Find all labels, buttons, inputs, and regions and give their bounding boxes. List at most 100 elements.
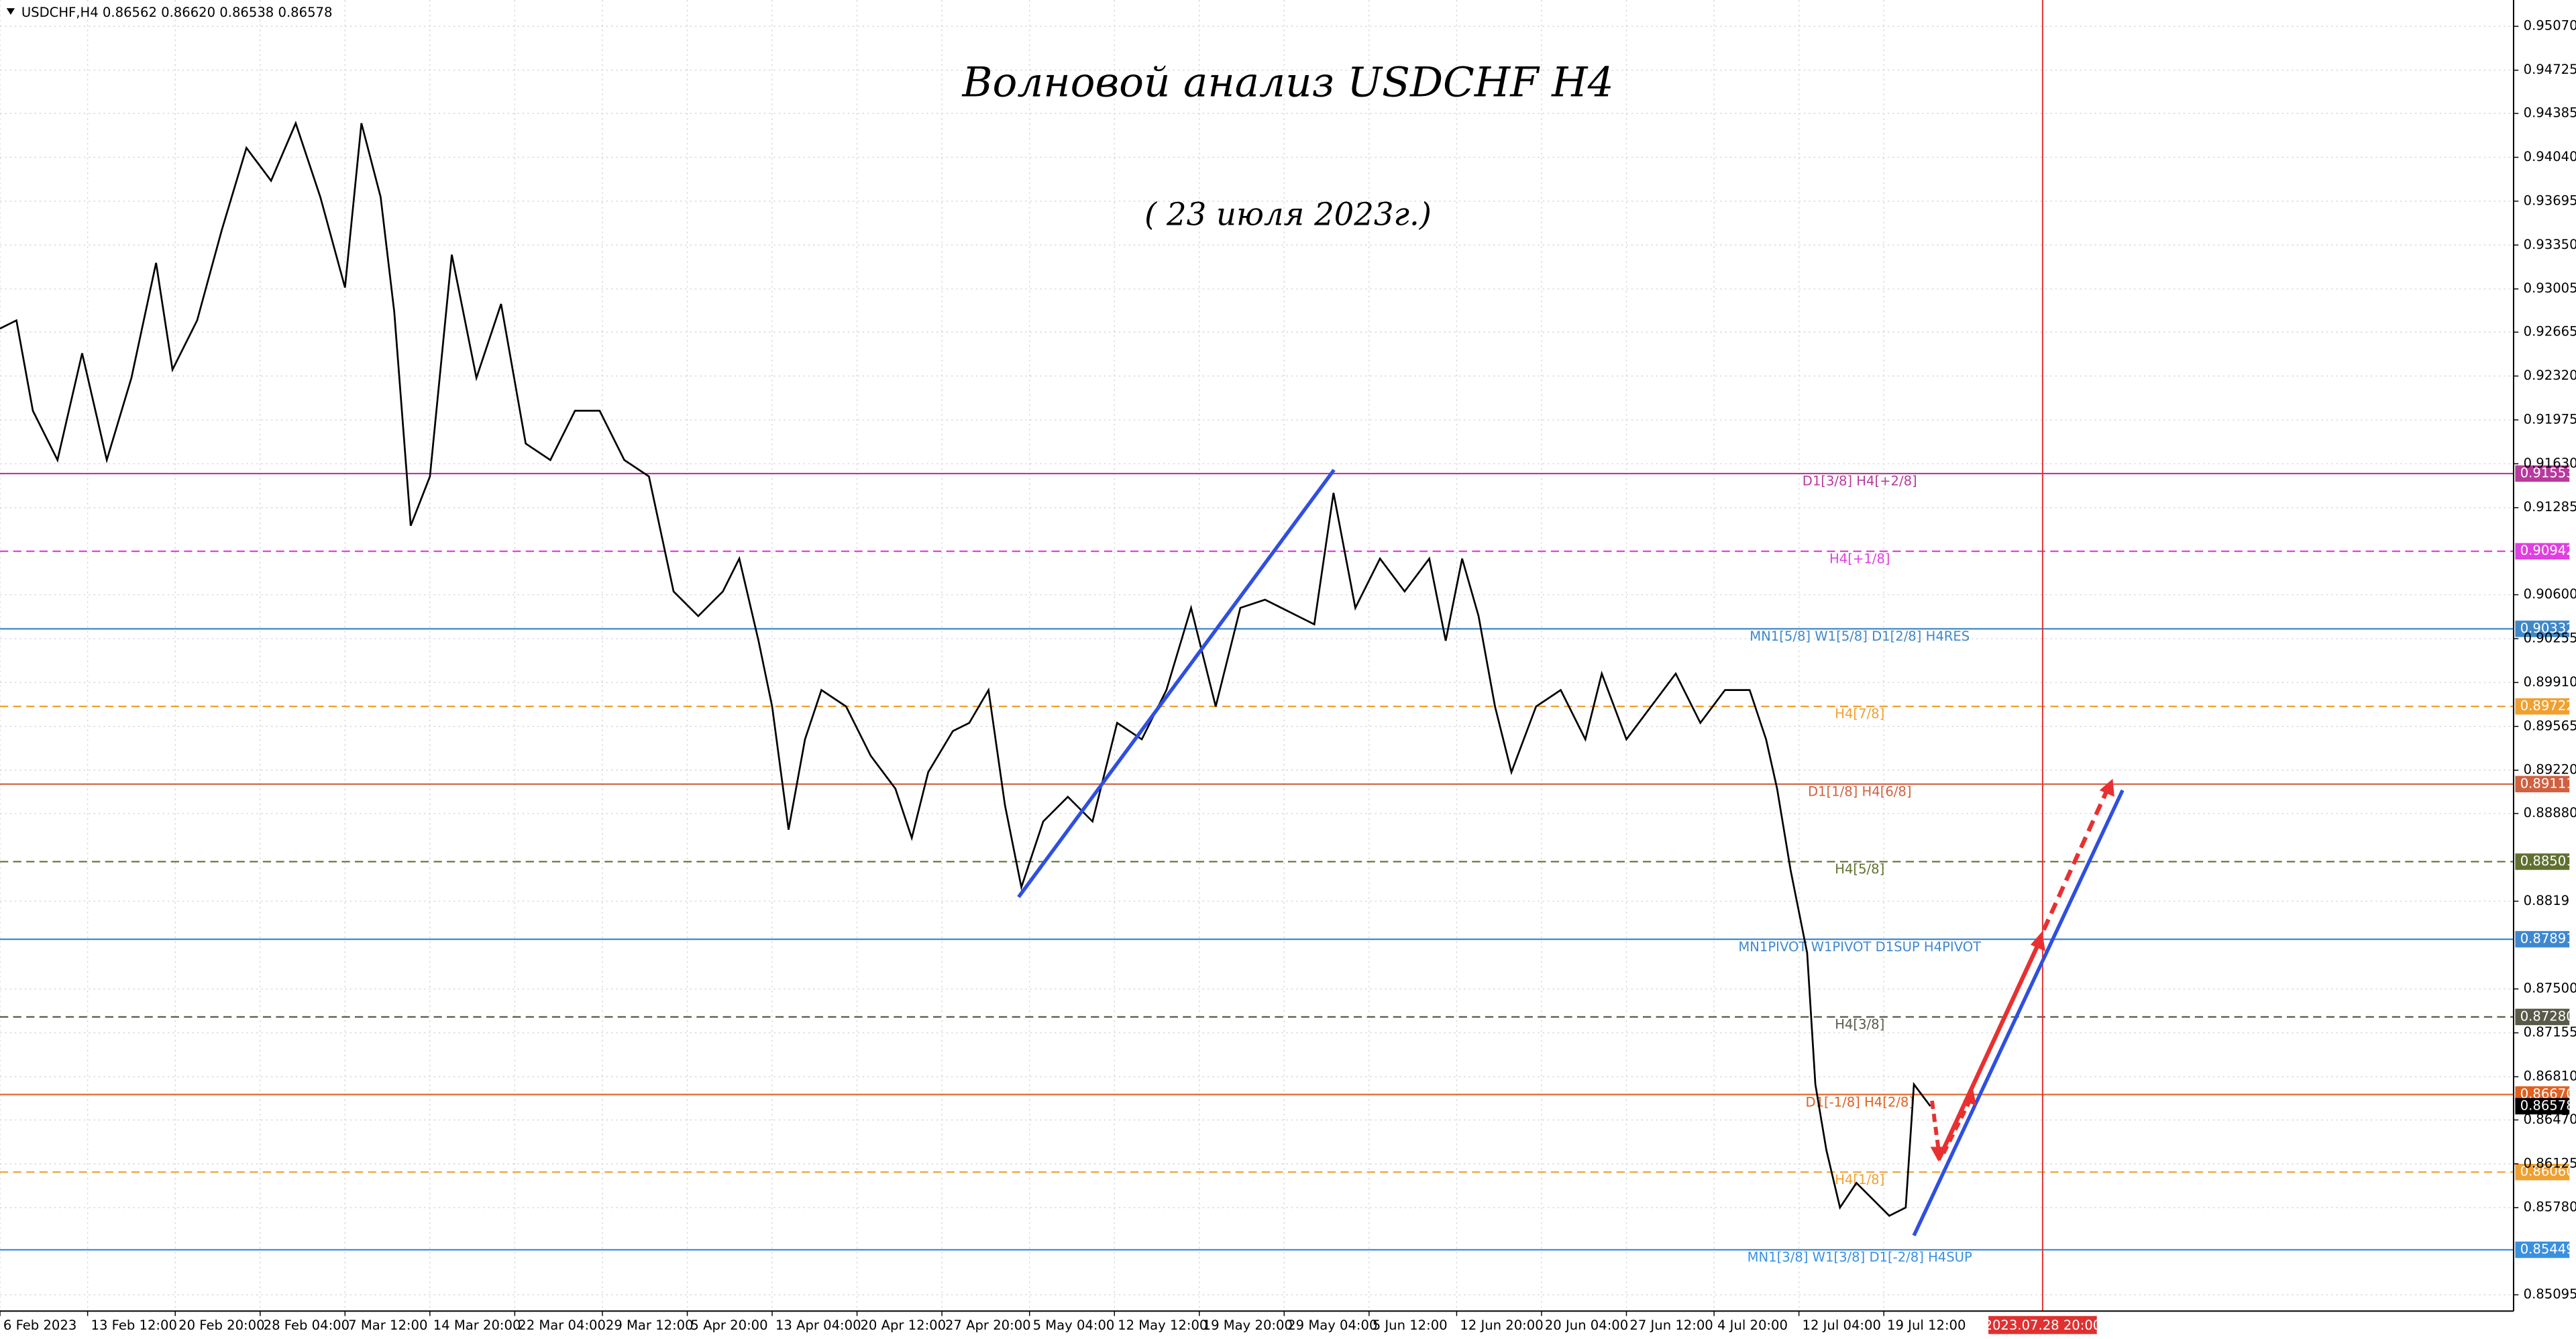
x-tick-label: 5 Apr 20:00 (690, 1318, 767, 1333)
price-tag (2515, 1097, 2570, 1115)
y-tick-label: 0.89565 (2524, 718, 2576, 733)
price-tag (2515, 1241, 2570, 1258)
price-tag-label: 0.86670 (2520, 1086, 2575, 1102)
x-tick-label: 4 Jul 20:00 (1717, 1318, 1788, 1333)
y-tick-label: 0.88880 (2524, 805, 2576, 820)
y-tick-label: 0.93695 (2524, 193, 2576, 208)
trendline (1017, 468, 1336, 898)
y-tick-label: 0.94040 (2524, 149, 2576, 164)
x-tick-label: 27 Apr 20:00 (945, 1318, 1031, 1333)
time-marker-label: 2023.07.28 20:00 (1984, 1318, 2102, 1333)
price-tag (2515, 1008, 2570, 1026)
price-tag (2515, 621, 2570, 637)
price-tag-label: 0.87891 (2520, 931, 2575, 947)
y-tick-label: 0.8819 (2524, 893, 2570, 908)
price-tag (2515, 543, 2570, 559)
y-tick-label: 0.93350 (2524, 237, 2576, 252)
y-tick-label: 0.87500 (2524, 981, 2576, 996)
price-tag-label: 0.89111 (2520, 775, 2575, 791)
y-tick-label: 0.91630 (2524, 456, 2576, 471)
y-tick-label: 0.85095 (2524, 1287, 2576, 1302)
y-tick-label: 0.93005 (2524, 280, 2576, 296)
level-label: MN1PIVOT W1PIVOT D1SUP H4PIVOT (1738, 939, 1982, 955)
y-tick-label: 0.89220 (2524, 762, 2576, 778)
levels: D1[3/8] H4[+2/8] H4[+1/8] MN1[5/8] W1[5/8]… (0, 472, 2514, 1265)
level-label: MN1[5/8] W1[5/8] D1[2/8] H4RES (1750, 629, 1970, 644)
level-label: H4[5/8] (1835, 861, 1884, 877)
x-tick-label: 12 Jun 20:00 (1460, 1318, 1543, 1333)
price-tag (2515, 465, 2570, 482)
price-tag (2515, 698, 2570, 715)
price-tag-label: 0.86060 (2520, 1164, 2575, 1179)
y-tick-label: 0.94385 (2524, 105, 2576, 121)
chart-subtitle: ( 23 июля 2023г.) (1144, 196, 1432, 232)
x-tick-label: 28 Feb 04:00 (264, 1318, 350, 1333)
price-line (0, 120, 1931, 1217)
level-label: D1[3/8] H4[+2/8] (1803, 474, 1917, 489)
x-tick-label: 20 Jun 04:00 (1545, 1318, 1628, 1333)
forecast-arrow (1930, 1100, 1941, 1150)
price-tag (2515, 775, 2570, 793)
y-tick-label: 0.92320 (2524, 368, 2576, 383)
price-tag (2515, 1163, 2570, 1181)
y-tick-label: 0.91285 (2524, 499, 2576, 515)
price-tag-label: 0.90942 (2520, 543, 2575, 558)
y-tick-label: 0.90600 (2524, 586, 2576, 602)
menu-arrow[interactable] (6, 8, 15, 15)
x-tick-label: 5 May 04:00 (1033, 1318, 1115, 1333)
forecast-arrow (1941, 1096, 1974, 1155)
price-tag-label: 0.88501 (2520, 853, 2575, 869)
trendline (1912, 789, 2125, 1236)
x-tick-label: 12 May 12:00 (1118, 1318, 1208, 1333)
y-tick-label: 0.85780 (2524, 1199, 2576, 1215)
x-tick-label: 6 Feb 2023 (3, 1318, 76, 1333)
arrow-head (2099, 778, 2114, 797)
x-tick-label: 14 Mar 20:00 (433, 1318, 521, 1333)
forecast-arrow (2041, 788, 2110, 931)
x-tick-label: 22 Mar 04:00 (518, 1318, 606, 1333)
price-tag-label: 0.89722 (2520, 698, 2575, 714)
level-label: MN1[3/8] W1[3/8] D1[-2/8] H4SUP (1748, 1250, 1972, 1265)
y-tick-label: 0.94725 (2524, 62, 2576, 77)
y-tick-label: 0.86810 (2524, 1069, 2576, 1084)
price-tag (2515, 853, 2570, 870)
x-tick-label: 20 Apr 12:00 (860, 1318, 946, 1333)
y-tick-label: 0.87155 (2524, 1024, 2576, 1040)
y-tick-label: 0.91975 (2524, 411, 2576, 427)
y-tick-label: 0.86470 (2524, 1112, 2576, 1127)
x-tick-label: 19 May 20:00 (1203, 1318, 1293, 1333)
level-label: H4[+1/8] (1829, 551, 1890, 566)
x-tick-label: 27 Jun 12:00 (1629, 1318, 1713, 1333)
x-tick-label: 29 Mar 12:00 (606, 1318, 694, 1333)
time-marker-tag (1988, 1316, 2097, 1334)
x-tick-label: 29 May 04:00 (1287, 1318, 1377, 1333)
y-tick-label: 0.90255 (2524, 630, 2576, 645)
level-label: H4[1/8] (1835, 1172, 1884, 1187)
x-tick-label: 5 Jun 12:00 (1373, 1318, 1448, 1333)
y-tick-label: 0.86125 (2524, 1155, 2576, 1171)
x-tick-label: 7 Mar 12:00 (348, 1318, 427, 1333)
arrow-head (2030, 931, 2045, 952)
x-tick-label: 13 Feb 12:00 (91, 1318, 177, 1333)
price-tag-label: 0.86578 (2520, 1097, 2575, 1113)
x-tick-label: 13 Apr 04:00 (775, 1318, 861, 1333)
level-label: H4[3/8] (1835, 1017, 1884, 1032)
y-tick-label: 0.89910 (2524, 674, 2576, 690)
level-label: D1[1/8] H4[6/8] (1808, 784, 1912, 800)
forecast-arrow (1936, 942, 2041, 1161)
price-tag-label: 0.90332 (2520, 621, 2575, 636)
level-label: D1[-1/8] H4[2/8] (1805, 1094, 1914, 1110)
y-tick-label: 0.92665 (2524, 324, 2576, 339)
price-tags: 0.91553 0.90942 0.90332 0.89722 0.89111 0.885… (2515, 465, 2575, 1258)
price-tag-label: 0.91553 (2520, 465, 2575, 480)
y-tick-label: 0.95070 (2524, 18, 2576, 34)
price-tag-label: 0.85449 (2520, 1241, 2575, 1256)
level-label: H4[7/8] (1835, 706, 1884, 722)
grid (0, 0, 2514, 1311)
plot (0, 0, 2043, 1311)
chart-header: USDCHF,H4 0.86562 0.86620 0.86538 0.8657… (21, 5, 333, 20)
price-tag (2515, 930, 2570, 948)
price-tag-label: 0.87280 (2520, 1008, 2575, 1024)
